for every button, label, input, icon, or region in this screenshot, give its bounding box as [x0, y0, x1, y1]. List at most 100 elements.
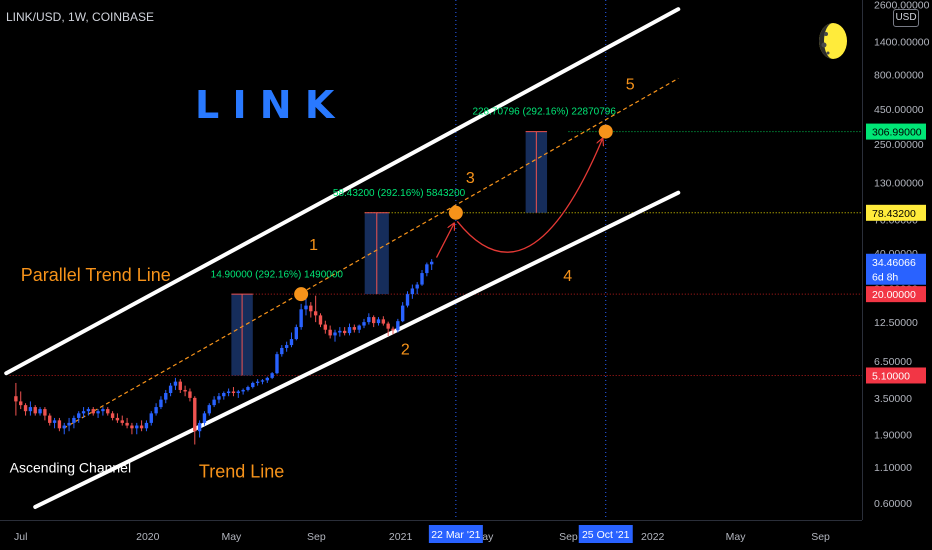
candle-body [77, 413, 81, 418]
x-tick-label: Sep [559, 531, 578, 543]
candle-body [318, 315, 323, 325]
candle-body [226, 391, 231, 394]
upper-channel-line [4, 7, 681, 376]
candle-body [357, 325, 361, 330]
candle-body [193, 397, 197, 432]
candle-body [265, 377, 269, 381]
candle-body [222, 393, 226, 397]
candle-body [425, 264, 429, 274]
candle-body [101, 409, 105, 412]
candle-body [81, 411, 86, 414]
candle-body [381, 319, 386, 324]
candle-body [28, 407, 33, 412]
candle-body [328, 329, 332, 336]
projection-label: 58.43200 (292.16%) 5843200 [333, 188, 466, 199]
candle-body [173, 381, 178, 386]
date-highlight-label: 22 Mar '21 [431, 529, 480, 541]
price-label: 6d 8h [872, 272, 898, 284]
candle-body [33, 407, 37, 414]
candle-body [280, 347, 284, 355]
date-highlight-label: 25 Oct '21 [582, 529, 630, 541]
candle-body [251, 382, 255, 388]
currency-button[interactable]: USD [893, 9, 919, 27]
y-tick-label: 0.60000 [874, 498, 912, 510]
candle-body [289, 339, 294, 346]
candle-body [429, 261, 434, 265]
candle-body [255, 381, 260, 383]
candle-body [14, 396, 18, 402]
candle-body [178, 381, 182, 390]
candle-body [57, 420, 62, 429]
price-label-box [866, 253, 926, 270]
candle-body [38, 409, 42, 414]
candle-body [386, 323, 390, 329]
candle-body [415, 284, 419, 289]
candle-body [400, 305, 405, 322]
x-tick-label: Sep [811, 531, 830, 543]
candle-body [202, 413, 207, 423]
candle-body [52, 420, 57, 423]
candle-body [405, 294, 410, 306]
symbol-title: LINK/USD, 1W, COINBASE [6, 10, 155, 24]
candle-body [323, 324, 328, 330]
wave-point-dot [448, 205, 463, 220]
candle-body [67, 422, 71, 426]
candle-body [43, 409, 47, 416]
candle-body [96, 411, 100, 414]
y-tick-label: 1.10000 [874, 462, 912, 474]
candle-body [159, 399, 163, 408]
candle-body [309, 305, 313, 312]
candle-body [284, 345, 289, 348]
candle-body [120, 420, 124, 423]
price-label-box [866, 204, 926, 221]
x-tick-label: 2022 [641, 531, 665, 543]
x-tick-label: May [221, 531, 242, 543]
wave-label: 2 [401, 342, 410, 359]
candle-body [371, 317, 376, 324]
y-tick-label: 12.50000 [874, 317, 918, 329]
candle-body [144, 422, 149, 429]
candle-body [106, 409, 110, 414]
candle-body [125, 422, 129, 426]
candle-body [164, 393, 168, 400]
y-tick-label: 130.00000 [874, 178, 924, 190]
candle-body [241, 389, 245, 392]
wave-label: 1 [309, 237, 318, 254]
candle-body [362, 322, 366, 326]
annotation-text: Trend Line [199, 461, 284, 481]
candle-body [197, 422, 202, 432]
annotation-text: Parallel Trend Line [21, 265, 171, 285]
candle-body [231, 391, 236, 394]
candle-body [275, 354, 279, 374]
projection-arrow [456, 139, 602, 253]
candle-body [376, 319, 381, 324]
candle-body [420, 273, 424, 285]
y-tick-label: 3.50000 [874, 393, 912, 405]
x-tick-label: Jul [14, 531, 27, 543]
candle-body [352, 327, 357, 330]
y-tick-label: 1.90000 [874, 429, 912, 441]
wave-label: 4 [563, 268, 572, 285]
x-tick-label: 2020 [136, 531, 160, 543]
x-tick-label: 2021 [389, 531, 413, 543]
candle-body [91, 409, 95, 414]
lower-channel-line [33, 190, 681, 509]
price-label-box [866, 367, 926, 384]
projection-label: 14.90000 (292.16%) 1490000 [211, 269, 344, 280]
wave-point-dot [294, 287, 309, 302]
wave-label: 3 [466, 170, 475, 187]
candle-body [48, 415, 52, 423]
price-label: 5.10000 [872, 370, 910, 382]
projection-label: 228.70796 (292.16%) 22870796 [472, 106, 616, 117]
candle-body [62, 425, 66, 429]
candle-body [313, 311, 318, 316]
wave-point-dot [598, 124, 613, 139]
candle-body [217, 396, 221, 400]
candle-body [304, 305, 308, 310]
candle-body [110, 413, 115, 418]
candle-body [299, 309, 303, 328]
candle-body [236, 391, 240, 394]
candle-body [207, 405, 211, 414]
